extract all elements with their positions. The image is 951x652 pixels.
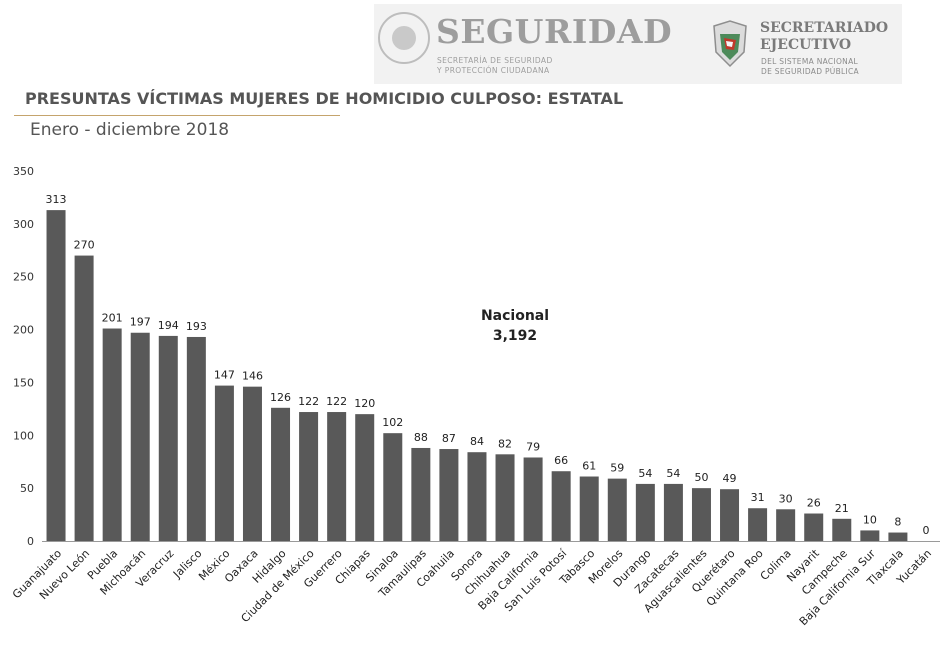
bar — [383, 433, 403, 541]
bar — [327, 412, 347, 541]
data-label: 8 — [894, 516, 901, 529]
secretariado-subtitle-line-2: DE SEGURIDAD PÚBLICA — [761, 67, 859, 76]
bar — [271, 407, 291, 541]
y-tick-label: 0 — [27, 535, 34, 548]
data-label: 193 — [186, 320, 207, 333]
secretariado-title: SECRETARIADO EJECUTIVO — [760, 20, 888, 54]
title-divider — [14, 115, 340, 116]
bar — [214, 385, 234, 541]
data-label: 10 — [863, 513, 877, 526]
bar — [158, 335, 178, 541]
data-label: 313 — [46, 193, 67, 206]
bar — [74, 255, 94, 542]
bar — [691, 488, 711, 541]
data-label: 61 — [582, 460, 596, 473]
secretariado-title-line-1: SECRETARIADO — [760, 20, 889, 36]
brand-subtitle-line-2: Y PROTECCIÓN CIUDADANA — [437, 66, 550, 75]
y-tick-label: 50 — [20, 482, 34, 495]
secretariado-title-line-2: EJECUTIVO — [760, 37, 852, 53]
data-label: 197 — [130, 316, 151, 329]
bar — [748, 508, 768, 541]
chart-subtitle: Enero - diciembre 2018 — [30, 120, 230, 140]
data-label: 26 — [807, 497, 821, 510]
header-band — [374, 4, 902, 84]
bar — [467, 452, 487, 541]
bar — [299, 412, 319, 541]
data-label: 194 — [158, 319, 179, 332]
bar — [130, 332, 150, 541]
data-label: 59 — [610, 462, 624, 475]
data-label: 54 — [638, 467, 652, 480]
data-label: 120 — [354, 397, 375, 410]
bar — [242, 386, 262, 541]
data-label: 84 — [470, 435, 484, 448]
bar — [888, 532, 908, 541]
data-label: 122 — [298, 395, 319, 408]
y-tick-label: 200 — [13, 324, 34, 337]
chart-title: PRESUNTAS VÍCTIMAS MUJERES DE HOMICIDIO … — [25, 89, 624, 108]
bar — [102, 328, 122, 541]
data-label: 270 — [74, 239, 95, 252]
bar — [495, 454, 515, 541]
data-label: 82 — [498, 437, 512, 450]
bar — [411, 447, 431, 541]
bar — [46, 210, 66, 541]
data-label: 122 — [326, 395, 347, 408]
data-label: 21 — [835, 502, 849, 515]
data-label: 102 — [382, 416, 403, 429]
data-label: 88 — [414, 431, 428, 444]
bar — [186, 336, 206, 541]
data-label: 31 — [751, 491, 765, 504]
national-total-label: Nacional — [480, 308, 550, 324]
bar — [720, 489, 740, 541]
bar — [551, 471, 571, 541]
y-tick-label: 100 — [13, 429, 34, 442]
data-label: 0 — [922, 524, 929, 537]
y-tick-label: 300 — [13, 218, 34, 231]
data-label: 50 — [694, 471, 708, 484]
bar — [579, 476, 599, 541]
bar — [832, 518, 852, 541]
data-label: 146 — [242, 370, 263, 383]
data-label: 79 — [526, 440, 540, 453]
national-total-value: 3,192 — [492, 328, 538, 344]
national-total-annotation: Nacional 3,192 — [470, 306, 560, 346]
data-label: 201 — [102, 312, 123, 325]
brand-title: SEGURIDAD — [436, 12, 673, 51]
data-label: 66 — [554, 454, 568, 467]
y-tick-label: 150 — [13, 376, 34, 389]
bar — [804, 513, 824, 541]
data-label: 87 — [442, 432, 456, 445]
bar — [439, 449, 459, 541]
secretariado-subtitle: DEL SISTEMA NACIONAL DE SEGURIDAD PÚBLIC… — [761, 57, 859, 77]
secretariado-subtitle-line-1: DEL SISTEMA NACIONAL — [761, 57, 858, 66]
y-tick-label: 350 — [13, 165, 34, 178]
data-label: 30 — [779, 492, 793, 505]
bar — [355, 414, 375, 541]
bar — [523, 457, 543, 541]
bar — [635, 483, 655, 541]
mexico-seal-icon — [378, 12, 430, 64]
bar — [663, 483, 683, 541]
data-label: 126 — [270, 391, 291, 404]
brand-subtitle: SECRETARÍA DE SEGURIDAD Y PROTECCIÓN CIU… — [437, 56, 553, 76]
bar — [776, 509, 796, 541]
brand-subtitle-line-1: SECRETARÍA DE SEGURIDAD — [437, 56, 553, 65]
data-label: 54 — [666, 467, 680, 480]
secretariado-shield-icon — [713, 20, 747, 68]
bar — [860, 530, 880, 541]
y-tick-label: 250 — [13, 271, 34, 284]
bar — [607, 478, 627, 541]
data-label: 147 — [214, 369, 235, 382]
data-label: 49 — [723, 472, 737, 485]
